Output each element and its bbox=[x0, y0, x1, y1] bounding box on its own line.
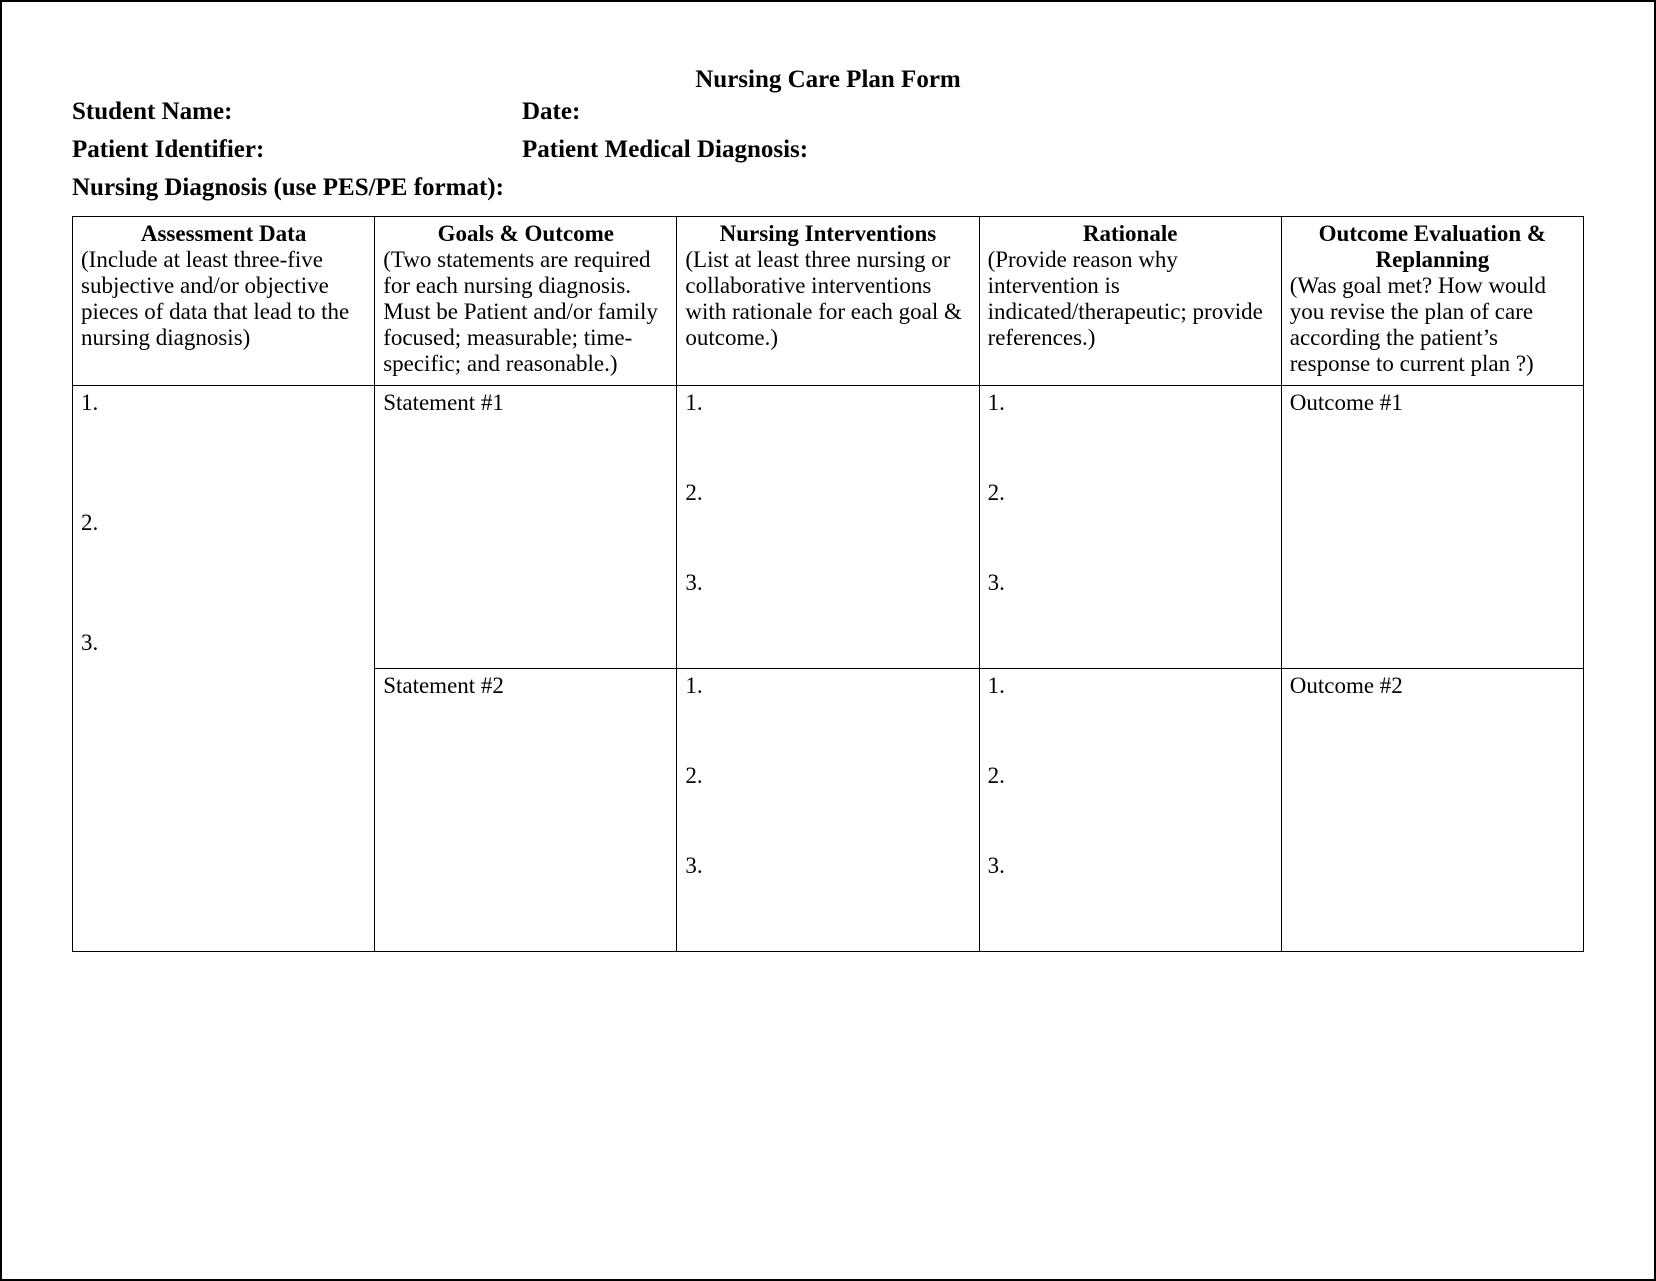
rationale-1-3: 3. bbox=[988, 570, 1273, 660]
rationale-1-1: 1. bbox=[988, 390, 1273, 480]
care-plan-table: Assessment Data (Include at least three-… bbox=[72, 216, 1584, 952]
nursing-dx-label: Nursing Diagnosis (use PES/PE format): bbox=[72, 174, 1584, 202]
date-label: Date: bbox=[522, 98, 1584, 126]
intervention-1-2: 2. bbox=[685, 480, 970, 570]
cell-outcome-2: Outcome #2 bbox=[1281, 669, 1583, 952]
col-title: Goals & Outcome bbox=[383, 221, 668, 247]
col-title: Outcome Evaluation & Replanning bbox=[1290, 221, 1575, 273]
cell-rationale-2: 1. 2. 3. bbox=[979, 669, 1281, 952]
outcome-2: Outcome #2 bbox=[1290, 673, 1575, 699]
rationale-2-1: 1. bbox=[988, 673, 1273, 763]
col-header-assessment: Assessment Data (Include at least three-… bbox=[73, 217, 375, 386]
col-header-goals: Goals & Outcome (Two statements are requ… bbox=[375, 217, 677, 386]
cell-rationale-1: 1. 2. 3. bbox=[979, 386, 1281, 669]
col-header-rationale: Rationale (Provide reason why interventi… bbox=[979, 217, 1281, 386]
intervention-1-3: 3. bbox=[685, 570, 970, 660]
col-desc: (Provide reason why intervention is indi… bbox=[988, 247, 1273, 351]
col-desc: (Two statements are required for each nu… bbox=[383, 247, 668, 377]
cell-goals-2: Statement #2 bbox=[375, 669, 677, 952]
meta-row-1: Student Name: Date: bbox=[72, 98, 1584, 126]
intervention-1-1: 1. bbox=[685, 390, 970, 480]
table-row: 1. 2. 3. Statement #1 1. 2. 3. 1. 2. 3. bbox=[73, 386, 1584, 669]
table-header-row: Assessment Data (Include at least three-… bbox=[73, 217, 1584, 386]
form-title: Nursing Care Plan Form bbox=[72, 66, 1584, 94]
assessment-item-3: 3. bbox=[81, 630, 366, 720]
goal-statement-2: Statement #2 bbox=[383, 673, 668, 699]
assessment-item-1: 1. bbox=[81, 390, 366, 510]
rationale-2-2: 2. bbox=[988, 763, 1273, 853]
rationale-2-3: 3. bbox=[988, 853, 1273, 943]
outcome-1: Outcome #1 bbox=[1290, 390, 1575, 416]
intervention-2-1: 1. bbox=[685, 673, 970, 763]
intervention-2-3: 3. bbox=[685, 853, 970, 943]
cell-interventions-1: 1. 2. 3. bbox=[677, 386, 979, 669]
patient-dx-label: Patient Medical Diagnosis: bbox=[522, 136, 1584, 164]
col-header-outcome: Outcome Evaluation & Replanning (Was goa… bbox=[1281, 217, 1583, 386]
cell-outcome-1: Outcome #1 bbox=[1281, 386, 1583, 669]
col-title: Rationale bbox=[988, 221, 1273, 247]
col-desc: (List at least three nursing or collabor… bbox=[685, 247, 970, 351]
assessment-item-2: 2. bbox=[81, 510, 366, 630]
page-frame: Nursing Care Plan Form Student Name: Dat… bbox=[0, 0, 1656, 1281]
goal-statement-1: Statement #1 bbox=[383, 390, 668, 416]
student-name-label: Student Name: bbox=[72, 98, 522, 126]
cell-assessment: 1. 2. 3. bbox=[73, 386, 375, 952]
col-title: Assessment Data bbox=[81, 221, 366, 247]
col-desc: (Was goal met? How would you revise the … bbox=[1290, 273, 1575, 377]
col-header-interventions: Nursing Interventions (List at least thr… bbox=[677, 217, 979, 386]
col-desc: (Include at least three-five subjective … bbox=[81, 247, 366, 351]
patient-id-label: Patient Identifier: bbox=[72, 136, 522, 164]
meta-row-2: Patient Identifier: Patient Medical Diag… bbox=[72, 136, 1584, 164]
intervention-2-2: 2. bbox=[685, 763, 970, 853]
cell-interventions-2: 1. 2. 3. bbox=[677, 669, 979, 952]
col-title: Nursing Interventions bbox=[685, 221, 970, 247]
rationale-1-2: 2. bbox=[988, 480, 1273, 570]
cell-goals-1: Statement #1 bbox=[375, 386, 677, 669]
